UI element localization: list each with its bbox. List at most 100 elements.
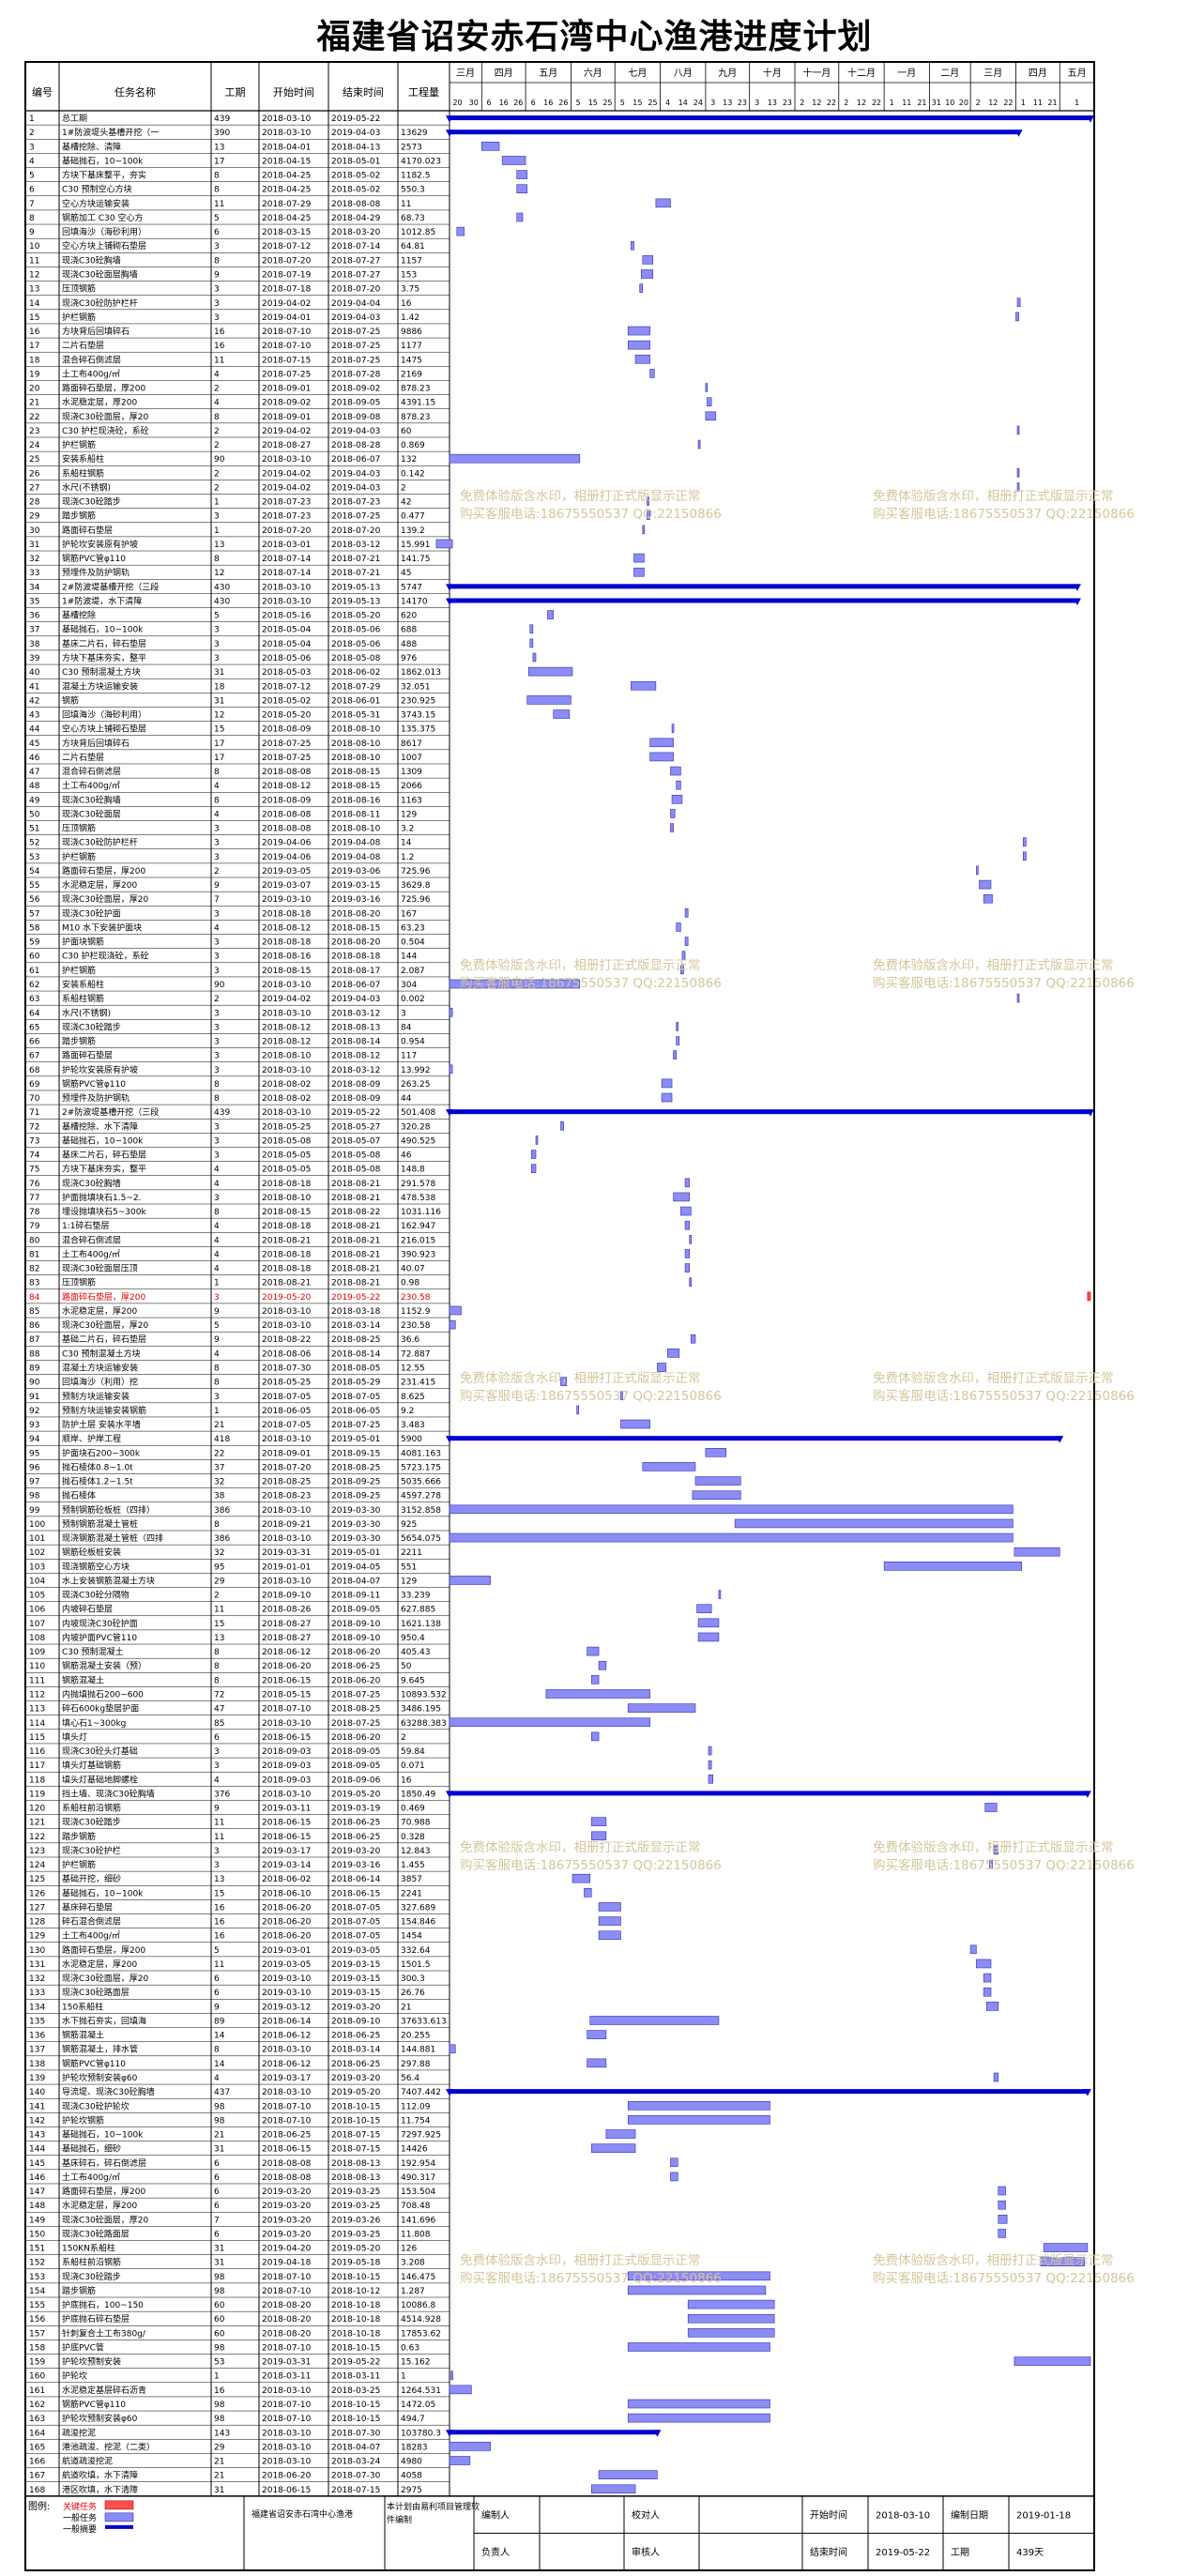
cell-name: 150KN系船柱	[62, 2243, 115, 2254]
cell-duration: 7	[214, 2216, 220, 2225]
cell-end: 2018-07-20	[331, 526, 381, 536]
cell-end: 2018-07-25	[331, 512, 380, 522]
cell-no: 135	[29, 2017, 45, 2026]
task-bar	[734, 1518, 1014, 1529]
cell-start: 2018-06-12	[262, 2032, 311, 2041]
cell-end: 2018-03-12	[331, 1066, 380, 1075]
task-bar	[983, 893, 993, 904]
cell-end: 2018-10-15	[331, 2343, 380, 2353]
cell-name: 路面碎石垫层，厚200	[62, 1944, 145, 1956]
cell-duration: 98	[214, 2273, 225, 2282]
cell-end: 2018-03-14	[331, 1321, 381, 1331]
cell-no: 139	[29, 2074, 45, 2083]
cell-start: 2018-03-10	[262, 1321, 312, 1331]
cell-start: 2019-03-14	[262, 1861, 312, 1870]
cell-quantity: 1182.5	[401, 172, 431, 181]
cell-quantity: 146.475	[401, 2273, 435, 2282]
cell-no: 41	[29, 682, 39, 692]
cell-quantity: 327.689	[401, 1903, 435, 1913]
cell-no: 2	[29, 129, 35, 138]
cell-quantity: 4170.023	[401, 157, 441, 166]
day-label: 1	[1021, 99, 1026, 107]
cell-quantity: 390.923	[401, 1250, 435, 1259]
cell-duration: 8	[214, 172, 220, 181]
footer-start_val: 2018-03-10	[876, 2511, 930, 2522]
cell-no: 168	[29, 2486, 45, 2495]
task-bar	[449, 2044, 456, 2054]
cell-start: 2018-06-12	[262, 1648, 311, 1657]
cell-quantity: 0.954	[401, 1038, 425, 1047]
footer-checker: 校对人	[632, 2509, 660, 2522]
cell-no: 23	[29, 427, 39, 436]
cell-quantity: 21	[401, 2003, 411, 2012]
cell-quantity: 291.578	[401, 1180, 435, 1189]
cell-name: 空心方块运输安装	[62, 198, 130, 209]
cell-end: 2018-09-10	[331, 1620, 381, 1629]
cell-end: 2018-10-12	[331, 2287, 380, 2296]
cell-quantity: 9.645	[401, 1676, 425, 1685]
cell-name: 内坡护面PVC管110	[62, 1632, 137, 1643]
cell-no: 102	[29, 1548, 45, 1558]
cell-no: 140	[29, 2088, 45, 2097]
cell-name: 基础抛石，10~100k	[62, 1135, 144, 1146]
cell-name: 护面块钢筋	[62, 937, 104, 948]
cell-no: 137	[29, 2046, 45, 2055]
cell-quantity: 2	[401, 483, 406, 493]
task-bar	[718, 1590, 722, 1599]
footer-leader: 负责人	[481, 2546, 510, 2558]
cell-duration: 430	[214, 583, 230, 592]
cell-duration: 4	[214, 1776, 220, 1785]
task-bar	[694, 1476, 741, 1486]
cell-name: 水泥稳定层，厚200	[62, 879, 137, 891]
cell-quantity: 230.58	[401, 1321, 431, 1331]
cell-start: 2018-08-18	[262, 1250, 312, 1259]
cell-no: 90	[29, 1379, 40, 1388]
cell-no: 36	[29, 612, 40, 621]
cell-start: 2019-04-02	[262, 299, 311, 309]
cell-end: 2018-05-07	[331, 1136, 380, 1146]
cell-end: 2019-04-03	[331, 995, 380, 1004]
cell-start: 2018-07-14	[262, 555, 312, 564]
cell-name: 系船柱前沿钢筋	[62, 2257, 121, 2268]
cell-name: 水下抛石夯实，回填海	[62, 2015, 146, 2026]
cell-start: 2018-05-04	[262, 626, 312, 635]
day-label: 2	[800, 99, 804, 107]
task-bar	[627, 2271, 770, 2281]
cell-name: 混合碎石倒滤层	[62, 354, 121, 365]
cell-duration: 32	[214, 1548, 224, 1558]
cell-name: 基床二片石，碎石垫层	[62, 1150, 146, 1161]
cell-no: 167	[29, 2472, 45, 2481]
task-bar	[449, 1532, 1014, 1543]
cell-duration: 439	[214, 114, 230, 124]
day-label: 16	[499, 99, 509, 107]
month-label: 五月	[539, 68, 557, 79]
cell-no: 130	[29, 1946, 45, 1956]
day-label: 1	[1075, 99, 1079, 107]
cell-duration: 8	[214, 1662, 220, 1671]
cell-no: 32	[29, 555, 39, 564]
task-bar	[689, 1235, 693, 1244]
cell-quantity: 84	[401, 1023, 412, 1032]
cell-start: 2018-07-23	[262, 498, 311, 508]
task-bar	[627, 2285, 767, 2295]
task-bar	[708, 1745, 712, 1756]
cell-no: 13	[29, 285, 39, 295]
cell-duration: 8	[214, 1520, 220, 1530]
cell-start: 2018-06-15	[262, 2486, 311, 2495]
task-bar	[633, 553, 645, 563]
task-bar	[993, 2072, 999, 2082]
cell-name: 150系船柱	[62, 2001, 103, 2012]
cell-end: 2018-10-18	[331, 2329, 381, 2339]
cell-name: 护轮坎安装原有护坡	[62, 1064, 138, 1075]
month-label: 三月	[983, 68, 1002, 79]
cell-name: 现浇C30砼护栏	[62, 1845, 121, 1856]
task-bar	[605, 2129, 636, 2139]
day-label: 6	[487, 99, 492, 107]
task-bar	[590, 2143, 636, 2153]
cell-start: 2018-08-12	[262, 923, 311, 933]
month-label: 二月	[940, 68, 959, 79]
cell-duration: 2	[214, 385, 220, 394]
task-bar	[598, 2470, 658, 2479]
cell-name: 护轮坎预制安装	[62, 2356, 121, 2368]
